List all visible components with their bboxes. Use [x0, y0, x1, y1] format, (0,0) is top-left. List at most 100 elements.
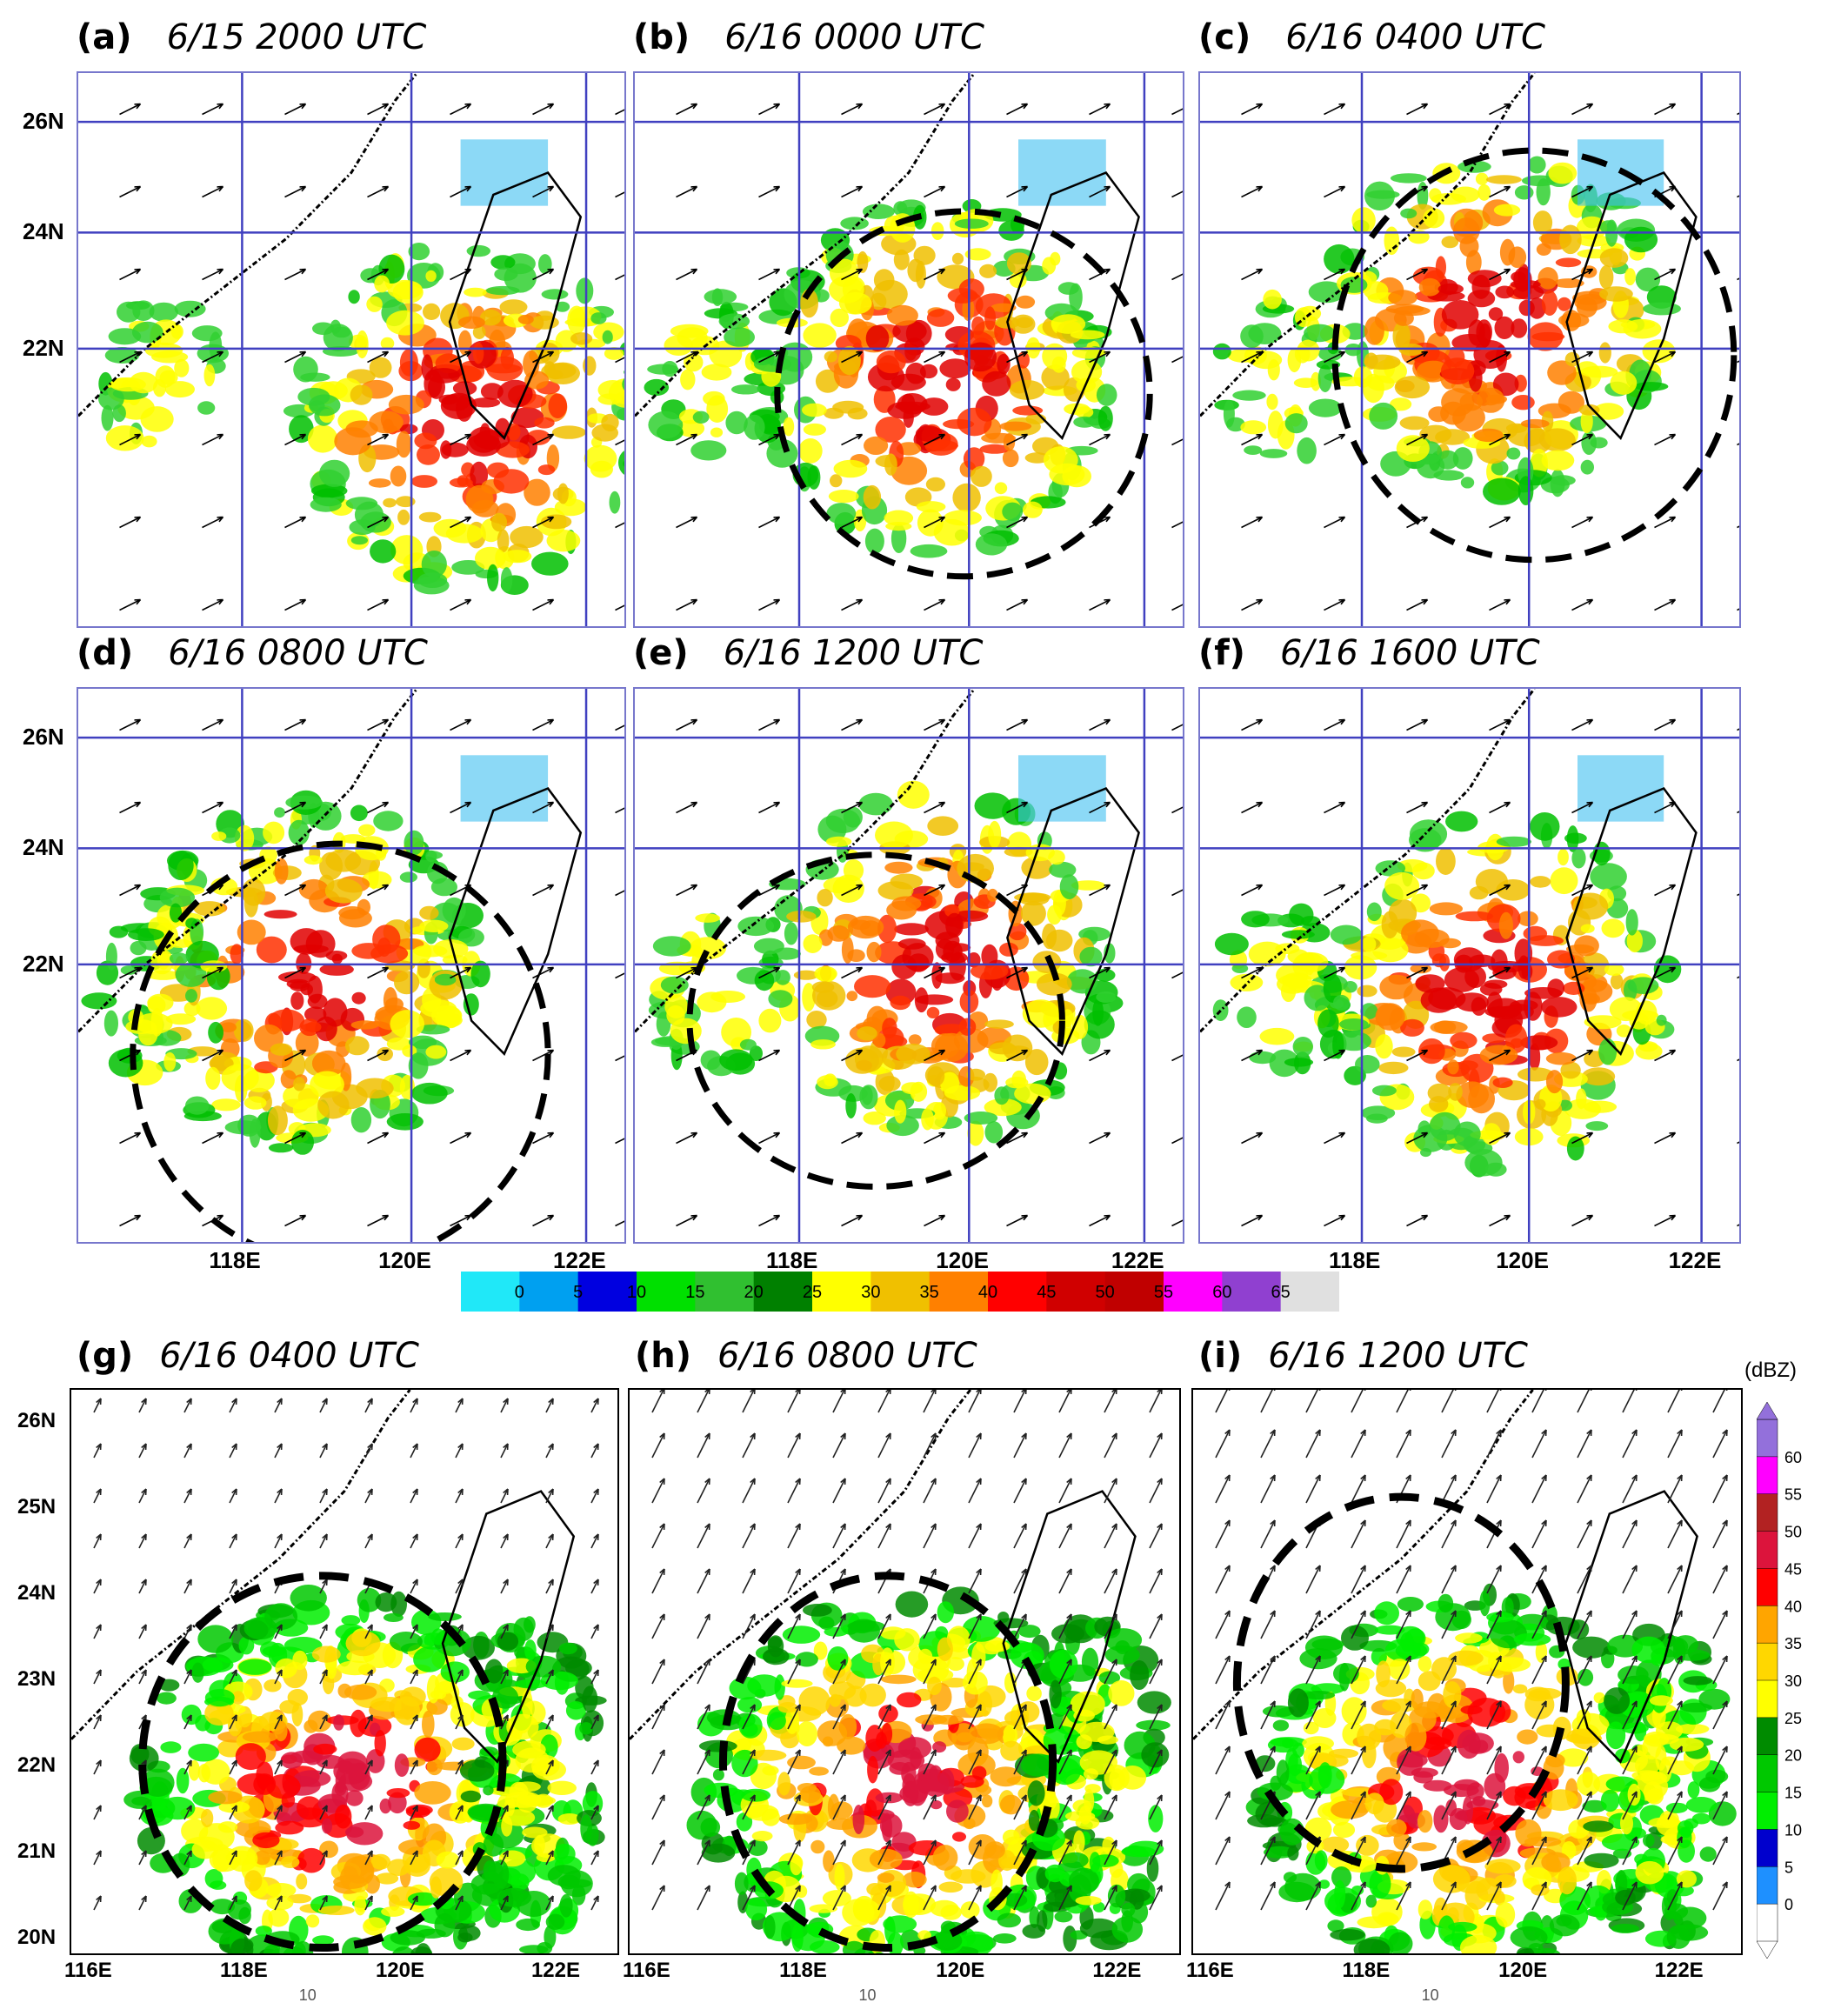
reflectivity-colorbar-right: 0 5 10 15 20 25 30 35 40 45 50 55 60 [1757, 1402, 1802, 1959]
panel-title: (d) 6/16 0800 UTC [77, 633, 428, 673]
colorbar-label: 10 [1784, 1821, 1802, 1839]
longitude-tick: 118E [766, 1247, 818, 1273]
latitude-tick: 22N [23, 950, 64, 977]
panel-title: (a) 6/15 2000 UTC [77, 17, 426, 57]
longitude-tick: 118E [779, 1959, 827, 1982]
colorbar-swatch [695, 1272, 755, 1312]
colorbar-swatch [1280, 1272, 1339, 1312]
colorbar-label: 30 [861, 1283, 880, 1302]
colorbar-label: 50 [1096, 1283, 1115, 1302]
colorbar-swatch [1757, 1493, 1778, 1532]
colorbar-swatch [461, 1272, 520, 1312]
colorbar-label: 20 [744, 1283, 764, 1302]
colorbar-swatch [1757, 1419, 1778, 1458]
panel-letter: (b) [633, 17, 690, 57]
colorbar-label: 50 [1784, 1524, 1802, 1541]
panel-time: 6/16 0400 UTC [159, 1336, 419, 1376]
radar-map [77, 71, 626, 628]
colorbar-label: 25 [803, 1283, 822, 1302]
latitude-tick: 22N [17, 1753, 57, 1777]
model-map [628, 1388, 1181, 1955]
colorbar-swatch [1757, 1754, 1778, 1793]
panel-letter: (d) [77, 633, 134, 673]
vector-reference-label: 10 [298, 1986, 317, 2004]
longitude-tick: 122E [1092, 1959, 1142, 1982]
latitude-tick: 21N [17, 1839, 57, 1863]
colorbar-label: 55 [1154, 1283, 1173, 1302]
colorbar-label: 65 [1271, 1283, 1291, 1302]
longitude-tick: 120E [375, 1959, 425, 1982]
longitude-tick: 122E [530, 1959, 580, 1982]
colorbar-label: 15 [1784, 1785, 1802, 1802]
longitude-tick: 122E [1668, 1247, 1722, 1273]
longitude-tick: 120E [936, 1959, 985, 1982]
colorbar-swatch [577, 1272, 637, 1312]
panel-title: (f) 6/16 1600 UTC [1198, 633, 1540, 673]
longitude-tick: 122E [1654, 1959, 1704, 1982]
radar-map-drawing [78, 73, 624, 626]
longitude-tick: 118E [219, 1959, 268, 1982]
colorbar-label: 0 [1784, 1896, 1793, 1913]
latitude-tick: 23N [17, 1667, 57, 1691]
latitude-tick: 22N [23, 334, 64, 361]
colorbar-label: 15 [685, 1283, 704, 1302]
model-map [70, 1388, 619, 1955]
panel-title: (i) 6/16 1200 UTC [1198, 1336, 1528, 1376]
colorbar-swatch [1757, 1679, 1778, 1719]
colorbar-swatch [1757, 1792, 1778, 1831]
longitude-tick: 118E [1329, 1247, 1381, 1273]
panel-letter: (i) [1198, 1336, 1243, 1376]
panel-time: 6/16 0400 UTC [1285, 17, 1545, 57]
radar-map [77, 687, 626, 1244]
colorbar-label: 40 [978, 1283, 997, 1302]
colorbar-swatch [1757, 1903, 1778, 1942]
colorbar-swatch [870, 1272, 931, 1312]
longitude-tick: 120E [1496, 1247, 1549, 1273]
radar-map [633, 687, 1184, 1244]
model-map-drawing [1193, 1390, 1737, 1953]
longitude-tick: 118E [1342, 1959, 1391, 1982]
colorbar-label: 45 [1784, 1560, 1802, 1578]
latitude-tick: 26N [23, 108, 64, 135]
latitude-tick: 24N [23, 834, 64, 861]
colorbar-label: 45 [1037, 1283, 1056, 1302]
panel-time: 6/16 0800 UTC [168, 633, 428, 673]
colorbar-swatch [1757, 1605, 1778, 1644]
radar-map-drawing [635, 73, 1183, 626]
model-map-drawing [71, 1390, 607, 1953]
panel-letter: (f) [1198, 633, 1245, 673]
model-map [1191, 1388, 1743, 1955]
radar-map [633, 71, 1184, 628]
colorbar-swatch [1222, 1272, 1282, 1312]
radar-map-drawing [78, 689, 624, 1242]
panel-title: (c) 6/16 0400 UTC [1198, 17, 1545, 57]
radar-map [1198, 687, 1741, 1244]
colorbar-label: 35 [1784, 1635, 1802, 1652]
colorbar-swatch [1757, 1717, 1778, 1756]
longitude-tick: 116E [64, 1959, 112, 1982]
panel-time: 6/15 2000 UTC [166, 17, 427, 57]
latitude-tick: 24N [17, 1581, 57, 1605]
colorbar-label: 10 [627, 1283, 646, 1302]
radar-map-drawing [635, 689, 1183, 1242]
colorbar-swatch [1164, 1272, 1223, 1312]
radar-map-drawing [1200, 73, 1739, 626]
latitude-tick: 20N [17, 1926, 57, 1949]
colorbar-label: 55 [1784, 1486, 1802, 1504]
colorbar-swatch [1757, 1456, 1778, 1495]
colorbar-swatch [1757, 1568, 1778, 1607]
latitude-tick: 24N [23, 218, 64, 245]
colorbar-swatch [1757, 1829, 1778, 1868]
vector-reference-label: 10 [858, 1986, 877, 2004]
latitude-tick: 25N [17, 1495, 57, 1519]
panel-time: 6/16 1200 UTC [723, 633, 984, 673]
longitude-tick: 120E [1498, 1959, 1548, 1982]
longitude-tick: 120E [378, 1247, 431, 1273]
panel-letter: (h) [635, 1336, 692, 1376]
colorbar-swatch [1046, 1272, 1106, 1312]
colorbar-label: 5 [573, 1283, 583, 1302]
vector-reference-label: 10 [1421, 1986, 1439, 2004]
panel-letter: (e) [633, 633, 689, 673]
colorbar-swatch [753, 1272, 813, 1312]
colorbar-swatch [929, 1272, 989, 1312]
